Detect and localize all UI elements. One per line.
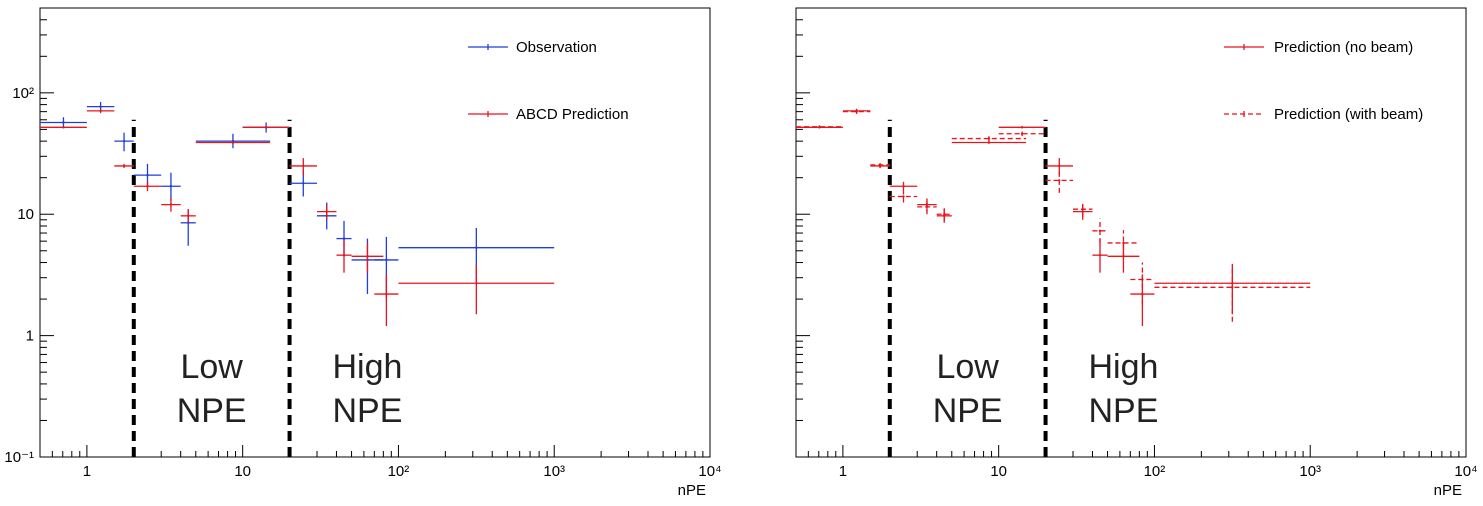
- x-axis-label: nPE: [678, 482, 706, 499]
- data-point-marker: [943, 213, 946, 216]
- region-label: NPE: [177, 392, 247, 430]
- legend: Observation ABCD Prediction: [468, 39, 629, 123]
- data-point-marker: [366, 255, 369, 258]
- region-label: High: [332, 348, 402, 386]
- data-point-marker: [475, 246, 478, 249]
- y-axis: [796, 7, 810, 458]
- region-label: NPE: [332, 392, 402, 430]
- data-point-marker: [902, 185, 905, 188]
- x-tick-label: 10²: [388, 463, 410, 480]
- data-point-marker: [1058, 164, 1061, 168]
- y-axis: 10⁻¹ 1 10 10²: [4, 7, 54, 466]
- data-point-marker: [1058, 179, 1061, 182]
- data-point-marker: [475, 282, 478, 285]
- data-point-marker: [62, 126, 65, 129]
- x-tick-label: 1: [839, 463, 847, 480]
- region-label: NPE: [1088, 392, 1158, 430]
- x-tick-label: 10⁴: [1454, 463, 1477, 480]
- data-point-marker: [264, 126, 268, 129]
- data-point-marker: [385, 292, 388, 296]
- y-tick-label: 10: [17, 206, 34, 223]
- x-axis: 1 10 10² 10³ 10⁴ nPE: [39, 445, 722, 499]
- series-prediction-with-beam-: [796, 109, 1311, 322]
- region-label: Low: [180, 348, 243, 386]
- data-point-marker: [1098, 229, 1102, 233]
- data-point-marker: [1098, 253, 1102, 257]
- data-point-marker: [122, 164, 126, 168]
- legend: Prediction (no beam) Prediction (with bea…: [1224, 39, 1423, 123]
- data-point-marker: [99, 105, 102, 108]
- data-point-marker: [1020, 132, 1024, 135]
- panel-2: 1 10 10² 10³ 10⁴ nPE Low NPE High NPE Prediction (…: [795, 7, 1478, 499]
- x-tick-label: 10³: [1299, 463, 1321, 480]
- legend-label: Observation: [516, 39, 597, 56]
- legend-label: Prediction (with beam): [1274, 106, 1423, 123]
- x-tick-label: 10⁴: [698, 463, 721, 480]
- legend-label: Prediction (no beam): [1274, 39, 1413, 56]
- x-tick-label: 10³: [543, 463, 565, 480]
- data-point-marker: [902, 195, 905, 198]
- y-tick-label: 10⁻¹: [4, 449, 34, 466]
- region-label: High: [1088, 348, 1158, 386]
- data-point-marker: [302, 164, 305, 168]
- data-point-marker: [122, 139, 126, 143]
- x-tick-label: 10: [990, 463, 1007, 480]
- data-point-marker: [1081, 208, 1084, 211]
- region-label: NPE: [933, 392, 1003, 430]
- panel-1: 1 10 10² 10³ 10⁴ nPE 10⁻¹ 1 10 10² Low NPE High NPE Ob…: [4, 7, 722, 499]
- data-point-marker: [987, 137, 991, 140]
- data-point-marker: [325, 210, 328, 213]
- data-point-marker: [146, 185, 149, 188]
- data-point-marker: [146, 173, 149, 177]
- x-axis-label: nPE: [1434, 482, 1462, 499]
- data-point-marker: [231, 141, 235, 144]
- data-point-marker: [169, 203, 173, 206]
- x-tick-label: 10²: [1144, 463, 1166, 480]
- y-tick-label: 1: [26, 328, 34, 345]
- data-point-marker: [1231, 282, 1234, 285]
- legend-label: ABCD Prediction: [516, 106, 629, 123]
- data-point-marker: [987, 141, 991, 144]
- data-point-marker: [1141, 278, 1144, 281]
- region-label: Low: [936, 348, 999, 386]
- data-point-marker: [878, 163, 882, 167]
- data-point-marker: [1020, 126, 1024, 129]
- data-point-marker: [342, 237, 346, 240]
- data-point-marker: [99, 109, 102, 113]
- data-point-marker: [342, 253, 346, 257]
- x-tick-label: 10: [234, 463, 251, 480]
- data-point-marker: [818, 125, 821, 129]
- series-prediction-no-beam-: [796, 108, 1311, 327]
- data-point-marker: [1231, 286, 1234, 289]
- data-point-marker: [855, 110, 858, 113]
- data-point-marker: [187, 214, 190, 218]
- data-point-marker: [302, 182, 305, 185]
- x-axis: 1 10 10² 10³ 10⁴ nPE: [795, 445, 1478, 499]
- data-point-marker: [385, 258, 388, 262]
- data-point-marker: [62, 121, 65, 124]
- data-point-marker: [925, 205, 929, 209]
- data-point-marker: [1122, 241, 1125, 245]
- plot-frame: [39, 7, 711, 458]
- plot-frame: [795, 7, 1467, 458]
- series-observation: [40, 102, 555, 300]
- series-abcd-prediction: [40, 108, 555, 327]
- x-tick-label: 1: [83, 463, 91, 480]
- data-point-marker: [169, 185, 173, 188]
- y-tick-label: 10²: [12, 85, 34, 102]
